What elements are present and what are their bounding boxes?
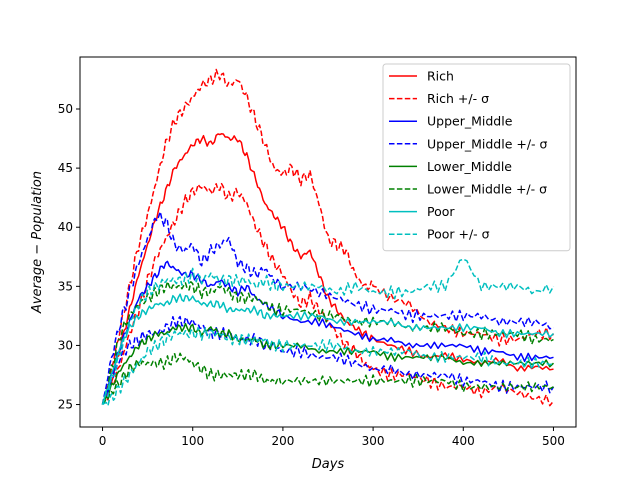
series-line-lower_middle-lower [101,352,554,405]
legend-box [382,63,571,252]
x-tick-label: 500 [542,434,565,448]
legend-label: Rich +/- σ [427,91,489,106]
legend-label: Lower_Middle +/- σ [427,182,547,197]
x-tick-label: 200 [271,434,294,448]
y-tick-label: 35 [58,279,73,293]
series-line-upper_middle-upper [101,211,554,405]
legend-label: Upper_Middle [427,114,513,129]
series-line-rich-upper [101,68,555,405]
y-tick-label: 30 [58,338,73,352]
x-tick-label: 400 [452,434,475,448]
legend-label: Upper_Middle +/- σ [427,136,548,151]
legend-label: Lower_Middle [427,159,512,174]
y-tick-label: 40 [58,220,73,234]
y-tick-label: 45 [58,161,73,175]
plot-frame [79,56,577,428]
plot-lines [101,68,555,407]
y-tick-label: 50 [58,102,73,116]
series-line-lower_middle-upper [101,280,554,405]
x-tick-label: 300 [362,434,385,448]
legend-label: Poor [427,204,455,219]
series-line-rich-lower [101,182,555,407]
x-tick-label: 0 [99,434,107,448]
x-tick-label: 100 [181,434,204,448]
series-line-poor-mean [101,293,555,405]
x-axis-ticks: 0 100 200 300 400 500 [99,427,565,448]
series-line-poor-lower [102,326,554,407]
x-axis-label: Days [312,457,345,472]
legend-label: Poor +/- σ [427,227,490,242]
series-line-lower_middle-mean [101,322,555,405]
y-tick-label: 25 [58,398,73,412]
series-line-poor-upper [101,258,555,405]
y-axis-ticks: 25 30 35 40 45 50 [58,102,80,412]
legend: Rich Rich +/- σ Upper_Middle Upper_Middle +… [382,63,571,252]
y-axis-label: Average − Population [30,171,45,314]
legend-label: Rich [427,69,454,84]
